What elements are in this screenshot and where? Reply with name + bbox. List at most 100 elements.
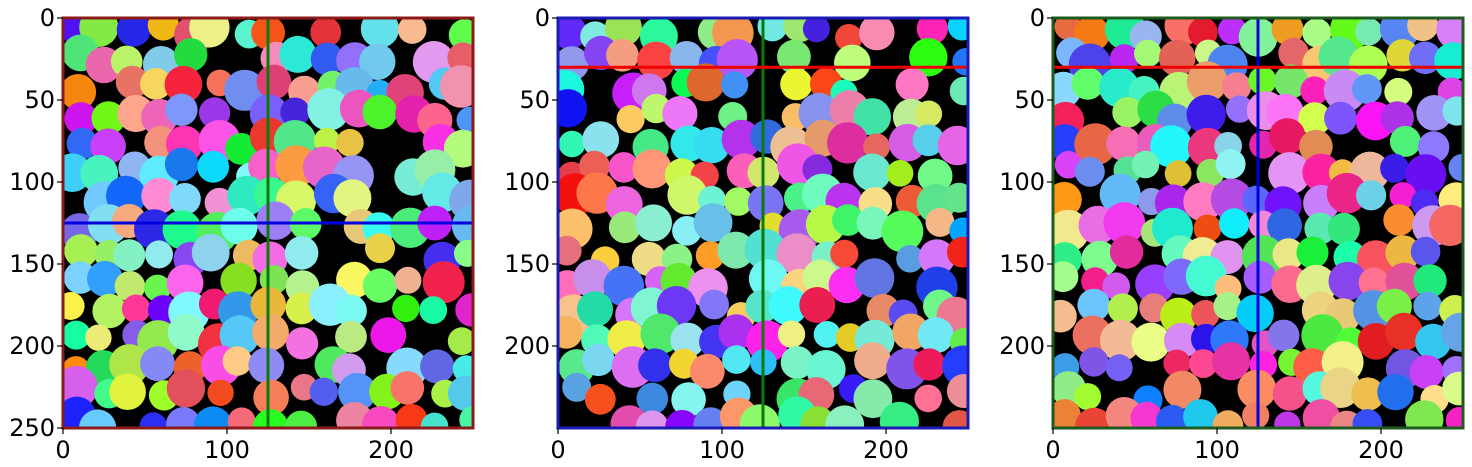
blob <box>1186 94 1226 135</box>
blob <box>392 294 420 323</box>
blob <box>360 18 399 48</box>
blob <box>1053 399 1081 428</box>
blob <box>1163 370 1202 409</box>
blob <box>1389 182 1417 209</box>
blob <box>115 65 149 99</box>
blob <box>573 259 612 298</box>
blob <box>447 42 473 74</box>
blob <box>1213 292 1242 321</box>
blob <box>365 233 395 264</box>
blob <box>139 412 167 428</box>
blob <box>1434 42 1463 80</box>
blob <box>916 18 948 45</box>
y-tick-label: 250 <box>9 414 55 442</box>
blob <box>280 97 310 127</box>
blob <box>747 185 784 222</box>
blob <box>248 148 284 185</box>
blob <box>1188 349 1218 378</box>
blob <box>780 68 813 101</box>
blob <box>141 177 178 214</box>
y-tick-label: 0 <box>40 4 55 32</box>
blob <box>140 346 175 382</box>
blob <box>1053 124 1084 161</box>
blob <box>1413 291 1443 321</box>
blob <box>671 382 706 417</box>
blob <box>193 406 233 428</box>
blob <box>256 201 295 240</box>
blob <box>1105 354 1133 382</box>
blob <box>1384 77 1413 106</box>
x-tick-label: 100 <box>699 436 745 464</box>
blob <box>558 18 587 50</box>
x-tick-label: 200 <box>368 436 414 464</box>
blob <box>1355 18 1383 46</box>
blob <box>699 289 729 320</box>
blob <box>1405 154 1447 196</box>
panel-1: 0 100 200 0 50 100 150 200 250 <box>9 4 475 464</box>
blob <box>813 321 841 348</box>
y-tick-label: 200 <box>9 332 55 360</box>
blob <box>1351 377 1385 411</box>
blob <box>834 44 871 82</box>
blob <box>1448 154 1463 182</box>
blob <box>914 384 942 413</box>
blob <box>777 320 806 348</box>
blob <box>1385 312 1423 351</box>
blob <box>608 152 640 183</box>
blob <box>562 372 592 402</box>
blob <box>757 18 788 42</box>
blob <box>1074 156 1105 187</box>
blob <box>881 210 924 253</box>
blob <box>604 18 642 47</box>
blob <box>1102 272 1130 301</box>
blob <box>362 406 400 428</box>
blob <box>853 98 891 136</box>
x-tick-label: 100 <box>204 436 250 464</box>
blob <box>947 236 968 268</box>
blob <box>1380 153 1410 183</box>
blob <box>63 320 91 350</box>
segmentation-blobs <box>558 18 968 428</box>
blob <box>558 316 583 349</box>
blob <box>362 94 398 130</box>
blob <box>1242 185 1271 215</box>
blob <box>452 355 473 383</box>
blob <box>191 233 230 272</box>
blob <box>1163 349 1191 377</box>
blob <box>1267 319 1300 352</box>
blob <box>635 410 669 428</box>
blob <box>1320 367 1361 409</box>
panel-frame <box>61 16 475 430</box>
blob <box>949 76 968 106</box>
blob <box>370 317 407 353</box>
blob <box>886 160 914 187</box>
blob <box>253 379 289 416</box>
blob <box>1222 72 1252 102</box>
blob <box>925 207 955 237</box>
blob <box>667 175 708 215</box>
blob <box>397 18 427 44</box>
blob <box>1193 214 1222 243</box>
blob <box>338 372 377 412</box>
blob <box>64 102 98 136</box>
y-tick-label: 150 <box>999 250 1045 278</box>
blob <box>608 211 641 244</box>
blob <box>856 206 890 240</box>
blob <box>584 383 616 415</box>
blob <box>582 343 615 377</box>
blob <box>134 209 175 250</box>
blob <box>390 371 425 405</box>
blob <box>63 292 85 320</box>
blob <box>1274 64 1308 99</box>
blob <box>662 96 698 132</box>
y-tick-label: 50 <box>24 86 55 114</box>
blob <box>63 261 97 294</box>
blob <box>256 64 292 100</box>
blob <box>1324 101 1357 135</box>
blob <box>835 24 863 52</box>
blob <box>307 88 350 131</box>
blob <box>1079 347 1109 377</box>
blob <box>1212 410 1244 428</box>
blob <box>825 405 865 428</box>
blob <box>1442 96 1463 126</box>
